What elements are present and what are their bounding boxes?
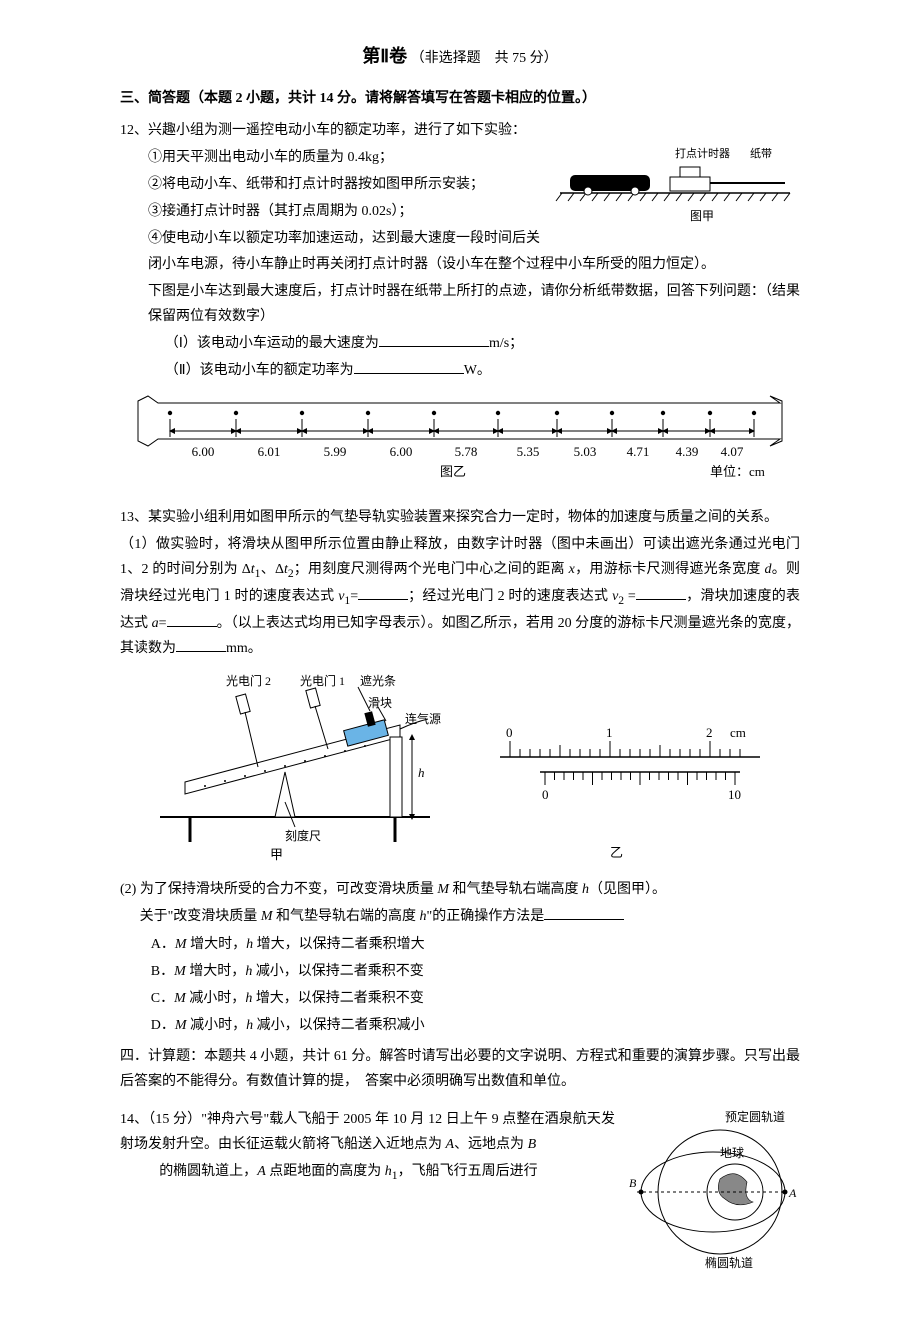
- tape-svg: 6.00 6.01 5.99 6.00 5.78 5.35 5.03 4.71 …: [130, 391, 790, 481]
- svg-text:4.39: 4.39: [676, 444, 699, 459]
- fig1-caption: 图甲: [690, 209, 714, 223]
- svg-text:0: 0: [542, 787, 549, 802]
- q12-num: 12、: [120, 123, 148, 138]
- q12-sub1: （Ⅰ）该电动小车运动的最大速度为m/s；: [120, 331, 800, 356]
- svg-text:遮光条: 遮光条: [360, 673, 396, 688]
- q13-p1: （1）做实验时，将滑块从图甲所示位置由静止释放，由数字计时器（图中未画出）可读出…: [120, 532, 800, 661]
- q12: 12、兴趣小组为测一遥控电动小车的额定功率，进行了如下实验： 打点计时器 纸带: [120, 118, 800, 386]
- blank-a[interactable]: [167, 612, 217, 627]
- svg-text:地球: 地球: [720, 1146, 744, 1160]
- label-timer: 打点计时器: [675, 146, 730, 160]
- svg-text:0: 0: [506, 725, 513, 740]
- q12-intro: 12、兴趣小组为测一遥控电动小车的额定功率，进行了如下实验：: [120, 118, 800, 143]
- svg-text:5.78: 5.78: [455, 444, 478, 459]
- blank-ms[interactable]: [379, 332, 489, 347]
- fig-left: 光电门 2 光电门 1 遮光条 滑块 连气源: [160, 673, 441, 862]
- q13-p2-line1: (2) 为了保持滑块所受的合力不变，可改变滑块质量 M 和气垫导轨右端高度 h（…: [120, 877, 800, 902]
- svg-text:cm: cm: [730, 725, 746, 740]
- q14-fig: 预定圆轨道 A B 地球 椭圆轨道: [625, 1107, 800, 1281]
- q14: 预定圆轨道 A B 地球 椭圆轨道 14、（15 分）"神舟六号"载人飞船于 2…: [120, 1107, 800, 1287]
- svg-text:A: A: [788, 1186, 797, 1200]
- opt-a: A．M 增大时，h 增大，以保持二者乘积增大: [120, 932, 800, 957]
- blank-v1[interactable]: [358, 585, 408, 600]
- blank-v2[interactable]: [636, 585, 686, 600]
- svg-text:刻度尺: 刻度尺: [285, 828, 321, 843]
- blank-w[interactable]: [354, 359, 464, 374]
- q14-num: 14、: [120, 1112, 148, 1127]
- opt-d: D．M 减小时，h 减小，以保持二者乘积减小: [120, 1013, 800, 1038]
- q12-below: 下图是小车达到最大速度后，打点计时器在纸带上所打的点迹，请你分析纸带数据，回答下…: [120, 279, 800, 329]
- svg-text:6.01: 6.01: [258, 444, 281, 459]
- svg-text:乙: 乙: [610, 845, 623, 860]
- q13-intro: 13、某实验小组利用如图甲所示的气垫导轨实验装置来探究合力一定时，物体的加速度与…: [120, 505, 800, 530]
- svg-text:10: 10: [728, 787, 741, 802]
- tape-unit: 单位：cm: [710, 464, 765, 479]
- tape-values: 6.00 6.01 5.99 6.00 5.78 5.35 5.03 4.71 …: [192, 444, 744, 459]
- svg-text:4.07: 4.07: [721, 444, 744, 459]
- q12-sub2: （Ⅱ）该电动小车的额定功率为W。: [120, 358, 800, 383]
- svg-text:5.03: 5.03: [574, 444, 597, 459]
- q14-svg: 预定圆轨道 A B 地球 椭圆轨道: [625, 1107, 800, 1272]
- svg-text:B: B: [629, 1176, 637, 1190]
- part-title: 第Ⅱ卷 （非选择题 共 75 分）: [120, 40, 800, 72]
- blank-mm[interactable]: [176, 637, 226, 652]
- section4-heading: 四．计算题：本题共 4 小题，共计 61 分。解答时请写出必要的文字说明、方程式…: [120, 1044, 800, 1094]
- q13-figs: 光电门 2 光电门 1 遮光条 滑块 连气源: [120, 667, 800, 871]
- svg-text:预定圆轨道: 预定圆轨道: [725, 1109, 785, 1124]
- title-main: 第Ⅱ卷: [362, 46, 407, 66]
- q13-svg: 光电门 2 光电门 1 遮光条 滑块 连气源: [130, 667, 790, 862]
- label-tape: 纸带: [750, 147, 772, 160]
- svg-text:椭圆轨道: 椭圆轨道: [705, 1255, 753, 1270]
- q12-fig1-svg: 打点计时器 纸带: [550, 145, 800, 225]
- opt-b: B．M 增大时，h 减小，以保持二者乘积不变: [120, 959, 800, 984]
- svg-text:甲: 甲: [270, 847, 283, 862]
- svg-text:6.00: 6.00: [192, 444, 215, 459]
- svg-text:滑块: 滑块: [368, 696, 392, 710]
- svg-text:5.99: 5.99: [324, 444, 347, 459]
- tape-caption: 图乙: [440, 464, 466, 479]
- q12-fig1: 打点计时器 纸带: [550, 145, 800, 234]
- svg-text:2: 2: [706, 725, 713, 740]
- svg-text:6.00: 6.00: [390, 444, 413, 459]
- q13-p2-line2: 关于"改变滑块质量 M 和气垫导轨右端的高度 h"的正确操作方法是: [120, 904, 800, 929]
- fig-right: 0 1 2 cm 0 10 乙: [500, 725, 760, 860]
- svg-text:4.71: 4.71: [627, 444, 650, 459]
- svg-text:光电门 1: 光电门 1: [300, 673, 345, 688]
- svg-text:光电门 2: 光电门 2: [226, 673, 271, 688]
- opt-c: C．M 减小时，h 增大，以保持二者乘积不变: [120, 986, 800, 1011]
- svg-text:连气源: 连气源: [405, 711, 441, 726]
- q13-num: 13、: [120, 510, 148, 525]
- svg-text:1: 1: [606, 725, 613, 740]
- svg-text:5.35: 5.35: [517, 444, 540, 459]
- blank-method[interactable]: [544, 905, 624, 920]
- title-sub: （非选择题 共 75 分）: [411, 51, 558, 66]
- svg-text:h: h: [418, 765, 425, 780]
- q12-tape-fig: 6.00 6.01 5.99 6.00 5.78 5.35 5.03 4.71 …: [120, 391, 800, 490]
- section3-heading: 三、简答题（本题 2 小题，共计 14 分。请将解答填写在答题卡相应的位置。）: [120, 86, 800, 111]
